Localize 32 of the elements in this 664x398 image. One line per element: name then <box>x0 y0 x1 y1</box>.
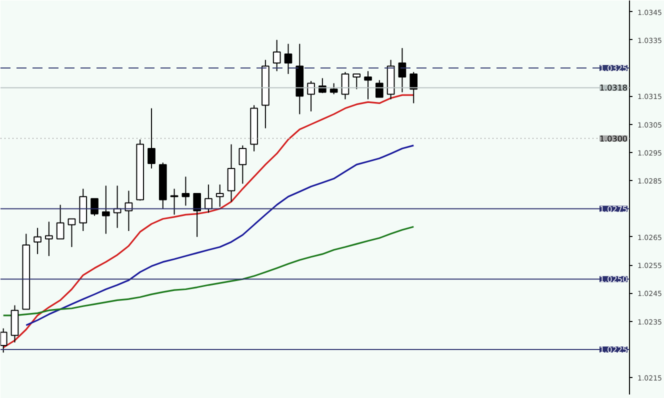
candlestick <box>45 221 53 257</box>
candlestick <box>34 227 42 255</box>
candlestick <box>284 43 292 74</box>
candlestick <box>307 80 315 112</box>
candlestick <box>56 204 64 240</box>
candlestick <box>330 82 338 95</box>
ref-line-label: 1.0275 <box>600 204 628 214</box>
candlestick <box>216 184 224 208</box>
candlestick <box>193 193 201 238</box>
candlestick <box>102 185 110 234</box>
candlestick <box>272 39 281 72</box>
candlestick <box>352 73 361 90</box>
candlestick <box>227 144 236 202</box>
candlestick <box>182 176 190 206</box>
candlestick <box>398 48 406 93</box>
ref-line-label: 1.0318 <box>600 84 628 93</box>
candlestick <box>90 198 98 216</box>
candlestick <box>410 71 418 104</box>
line-series <box>2 226 414 316</box>
line-series <box>2 94 414 348</box>
candlestick <box>364 70 372 100</box>
ref-line-label: 1.0250 <box>600 275 628 284</box>
ref-line-label: 1.0225 <box>600 345 628 354</box>
candlestick <box>148 108 156 170</box>
candlestick <box>375 80 384 98</box>
ref-line-label: 1.0300 <box>600 134 628 144</box>
candlestick <box>68 218 76 248</box>
candlestick <box>204 184 212 214</box>
ref-line-label: 1.0325 <box>600 64 628 74</box>
candlestick <box>341 71 350 100</box>
candlestick <box>238 144 247 184</box>
line-series <box>25 144 414 326</box>
